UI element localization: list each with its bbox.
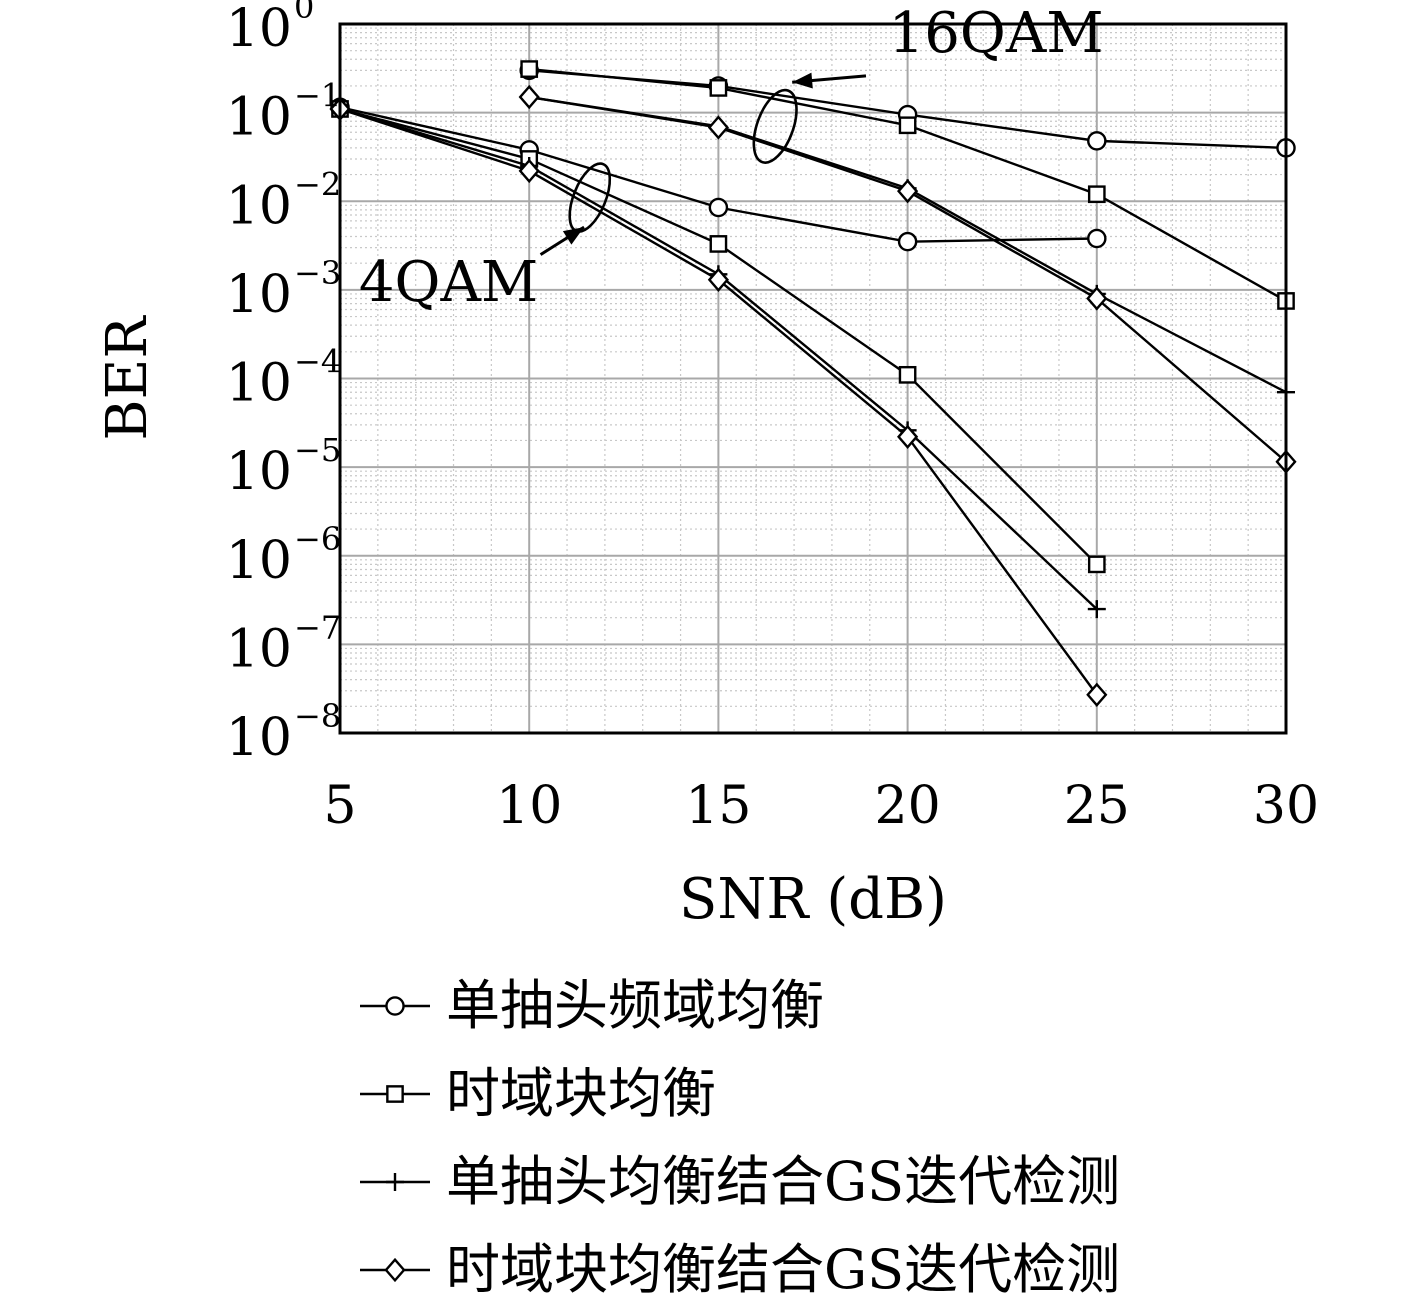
square-marker bbox=[898, 116, 917, 135]
y-tick-label: 10 bbox=[226, 265, 292, 325]
annotation-label-4qam: 4QAM bbox=[359, 250, 538, 315]
circle-marker bbox=[385, 996, 405, 1016]
circle-marker bbox=[708, 197, 729, 218]
grid bbox=[339, 23, 1287, 734]
y-tick-exponent: −2 bbox=[294, 165, 341, 203]
y-tick-exponent: −4 bbox=[294, 343, 341, 381]
y-tick-exponent: −6 bbox=[294, 520, 341, 558]
group-ellipse bbox=[752, 88, 798, 164]
diamond-marker bbox=[897, 424, 919, 449]
y-tick-label: 10 bbox=[226, 0, 292, 59]
legend-entry-plus: 单抽头均衡结合GS迭代检测 bbox=[360, 1150, 1120, 1213]
y-tick-label: 10 bbox=[226, 88, 292, 148]
square-marker bbox=[709, 235, 728, 253]
x-tick-label: 5 bbox=[323, 776, 356, 836]
plus-marker bbox=[386, 1173, 404, 1191]
legend-entry-diamond: 时域块均衡结合GS迭代检测 bbox=[360, 1238, 1120, 1301]
y-tick-exponent: 0 bbox=[294, 0, 314, 26]
series-layer bbox=[329, 60, 1297, 707]
diamond-marker bbox=[707, 267, 729, 292]
square-marker bbox=[1087, 555, 1106, 574]
plus-marker bbox=[1087, 600, 1106, 619]
diamond-marker bbox=[518, 84, 540, 110]
legend-entry-circle: 单抽头频域均衡 bbox=[360, 974, 824, 1037]
x-tick-label: 25 bbox=[1064, 776, 1130, 836]
x-tick-label: 30 bbox=[1253, 776, 1319, 836]
y-tick-label: 10 bbox=[226, 531, 292, 591]
legend-label: 时域块均衡 bbox=[446, 1062, 716, 1125]
circle-marker bbox=[897, 231, 918, 252]
y-tick-exponent: −1 bbox=[294, 77, 341, 115]
y-tick-exponent: −3 bbox=[294, 254, 341, 292]
y-tick-exponent: −5 bbox=[294, 431, 341, 469]
diamond-marker bbox=[707, 115, 729, 140]
x-tick-label: 15 bbox=[685, 776, 751, 836]
square-marker bbox=[1087, 185, 1106, 204]
y-axis-label: BER bbox=[95, 315, 160, 441]
series-16qam-diamond bbox=[518, 84, 1297, 474]
y-tick-label: 10 bbox=[226, 354, 292, 414]
circle-marker bbox=[1087, 228, 1107, 249]
legend-entry-square: 时域块均衡 bbox=[360, 1062, 716, 1125]
diamond-marker bbox=[518, 158, 540, 184]
y-tick-exponent: −8 bbox=[294, 697, 341, 735]
square-marker bbox=[898, 365, 917, 384]
x-axis-label: SNR (dB) bbox=[679, 867, 947, 932]
y-tick-label: 10 bbox=[226, 708, 292, 768]
legend-label: 单抽头均衡结合GS迭代检测 bbox=[446, 1150, 1120, 1213]
annotations: 16QAM 4QAM bbox=[359, 1, 1104, 315]
x-tick-label: 10 bbox=[496, 776, 562, 836]
arrow-head bbox=[792, 72, 813, 89]
diamond-marker bbox=[897, 178, 919, 204]
arrow-head bbox=[562, 227, 585, 245]
square-marker bbox=[386, 1085, 404, 1103]
x-tick-label: 20 bbox=[875, 776, 941, 836]
legend-label: 单抽头频域均衡 bbox=[446, 974, 824, 1037]
circle-marker bbox=[1087, 131, 1107, 151]
y-tick-label: 10 bbox=[226, 619, 292, 679]
legend-label: 时域块均衡结合GS迭代检测 bbox=[446, 1238, 1120, 1301]
y-tick-label: 10 bbox=[226, 176, 292, 236]
diamond-marker bbox=[1086, 286, 1108, 311]
y-tick-label: 10 bbox=[226, 442, 292, 502]
square-marker bbox=[709, 79, 728, 97]
y-tick-exponent: −7 bbox=[294, 608, 341, 646]
series-16qam-square bbox=[520, 60, 1295, 310]
square-marker bbox=[520, 60, 539, 78]
diamond-marker bbox=[384, 1257, 406, 1283]
plot-frame bbox=[338, 22, 1288, 735]
diamond-marker bbox=[1086, 682, 1108, 707]
annotation-label-16qam: 16QAM bbox=[889, 1, 1104, 66]
